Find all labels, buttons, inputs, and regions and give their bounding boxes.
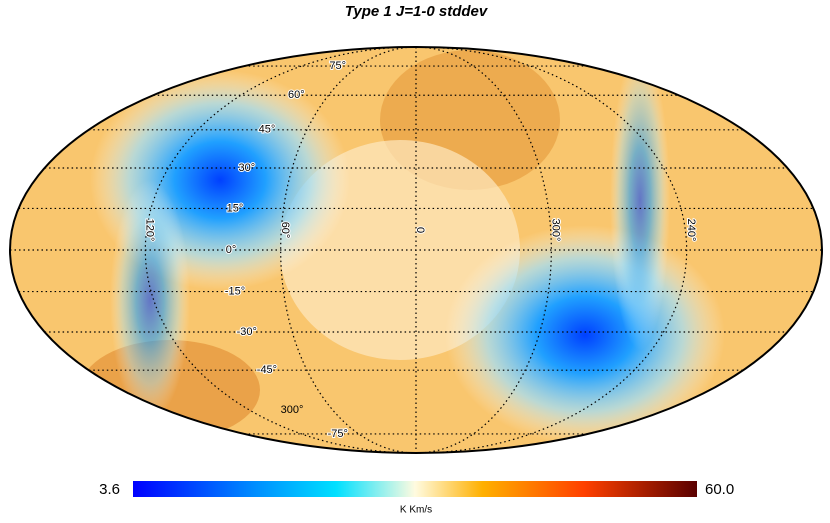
meridian-label: 300° bbox=[549, 219, 561, 242]
meridian bbox=[144, 46, 417, 454]
parallel-label: 60° bbox=[288, 89, 305, 101]
meridian bbox=[280, 46, 417, 454]
parallel-label: 45° bbox=[259, 124, 276, 136]
parallel-label: -75° bbox=[328, 428, 348, 440]
title: Type 1 J=1-0 stddev bbox=[345, 3, 489, 20]
parallel-label: 75° bbox=[329, 60, 346, 72]
meridian bbox=[415, 46, 688, 454]
parallel-label: 15° bbox=[227, 202, 244, 214]
colorbar-min: 3.6 bbox=[99, 481, 120, 498]
map-outline bbox=[9, 46, 823, 454]
meridian-label: 60° bbox=[279, 222, 291, 239]
parallel-label: -15° bbox=[225, 285, 245, 297]
parallel-label: -30° bbox=[237, 326, 257, 338]
parallel-label: 0° bbox=[226, 244, 237, 256]
meridian-label: 240° bbox=[685, 219, 697, 242]
graticule-label: 300° bbox=[281, 404, 304, 416]
meridian-label: 0 bbox=[414, 227, 426, 233]
meridian-label: 120° bbox=[143, 219, 155, 242]
low-region bbox=[445, 225, 725, 445]
graticule: 75° 60° 45° 30° 15° 0° -15° -30° -45° -75° 120° 60°… bbox=[10, 46, 822, 454]
low-region bbox=[110, 180, 190, 420]
colorbar bbox=[133, 481, 697, 497]
colorbar-unit: K Km/s bbox=[400, 505, 432, 516]
low-region bbox=[610, 50, 670, 350]
parallel-label: 30° bbox=[238, 162, 255, 174]
colorbar-max: 60.0 bbox=[705, 481, 734, 498]
meridian bbox=[415, 46, 552, 454]
parallel-label: -45° bbox=[257, 364, 277, 376]
